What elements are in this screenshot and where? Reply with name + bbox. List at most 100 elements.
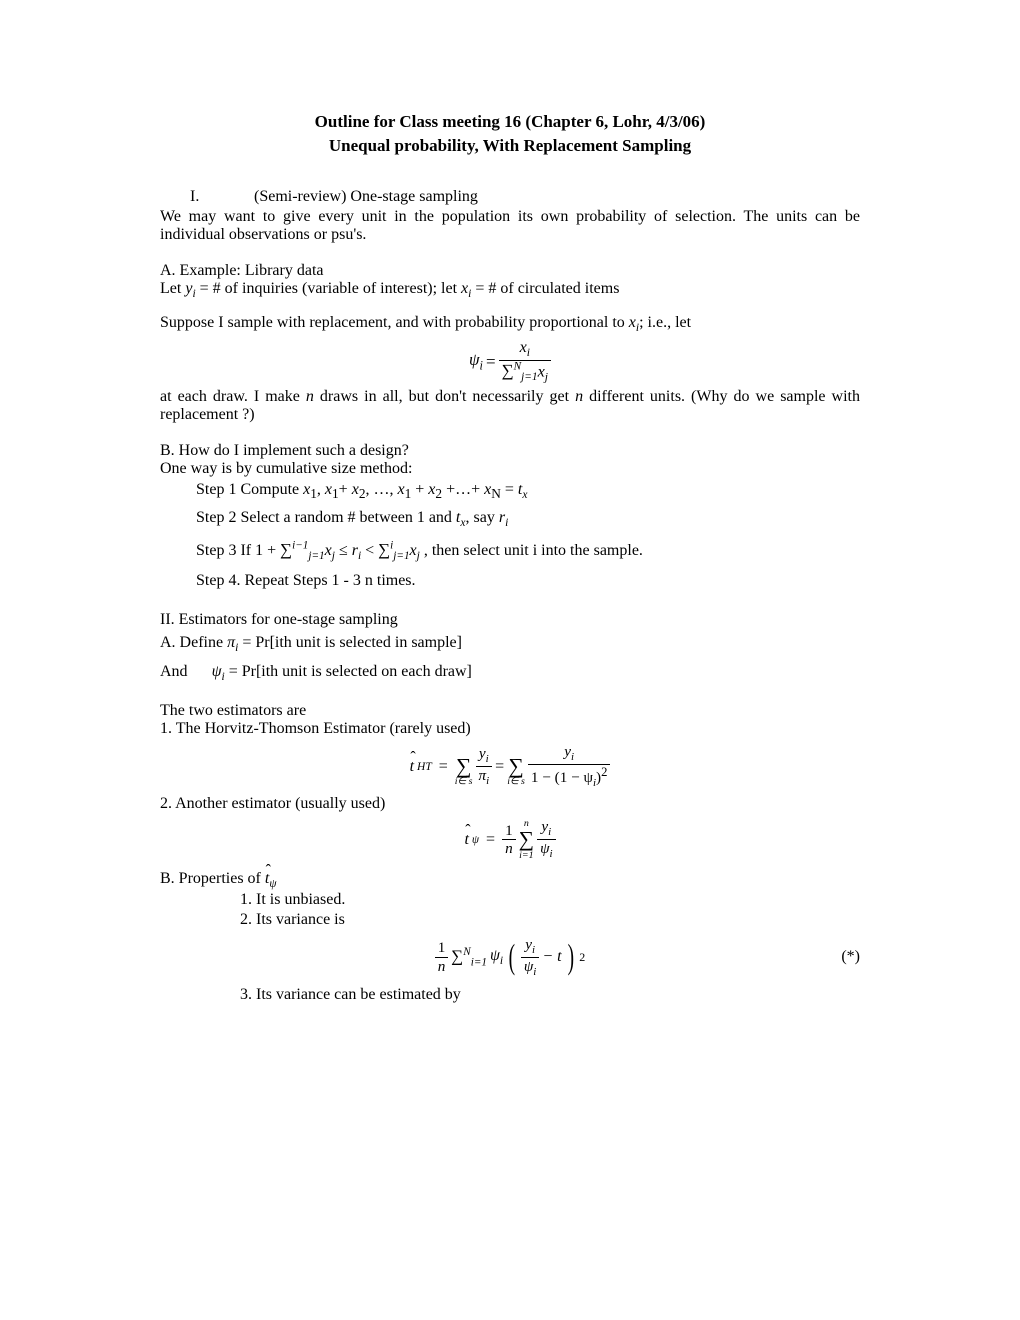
ht-sup: 2 bbox=[601, 765, 607, 779]
two-est-intro: The two estimators are bbox=[160, 702, 860, 720]
a-let-line: Let yi = # of inquiries (variable of int… bbox=[160, 280, 860, 300]
after-psi: at each draw. I make n draws in all, but… bbox=[160, 388, 860, 424]
a-heading: A. Example: Library data bbox=[160, 262, 860, 280]
step-2: Step 2 Select a random # between 1 and t… bbox=[196, 506, 860, 532]
suppose-post: ; i.e., let bbox=[639, 314, 691, 331]
ht-sub: HT bbox=[417, 761, 432, 773]
ht-num: y bbox=[479, 745, 486, 762]
tpsi-frac2: yi ψi bbox=[537, 819, 555, 860]
tpsi-sub: ψ bbox=[472, 834, 479, 846]
title-line-2: Unequal probability, With Replacement Sa… bbox=[329, 136, 691, 155]
step2-pre: Step 2 Select a random # between 1 and bbox=[196, 509, 456, 526]
that-psi: t bbox=[464, 831, 468, 849]
var-in-den: ψ bbox=[524, 958, 533, 975]
den-x: x bbox=[538, 363, 545, 380]
step1-pre: Step 1 Compute bbox=[196, 481, 303, 498]
sum-bot-j1: j=1 bbox=[521, 371, 537, 383]
after-mid: draws in all, but don't necessarily get bbox=[314, 388, 575, 405]
psi-frac: xi ∑Nj=1xj bbox=[499, 340, 551, 384]
step3-le: ≤ bbox=[339, 542, 352, 559]
eq-ht: tHT = ∑ i∈ s yi πi = ∑ i∈ s yi 1 − (1 − … bbox=[160, 744, 860, 789]
step3-lt: < bbox=[365, 542, 374, 559]
a-post: = Pr[ith unit is selected in sample] bbox=[238, 634, 462, 651]
document-page: Outline for Class meeting 16 (Chapter 6,… bbox=[0, 0, 1020, 1320]
den-xj: j bbox=[545, 370, 548, 383]
ht-num2: y bbox=[564, 743, 571, 760]
sum-ht-2: ∑ i∈ s bbox=[507, 746, 525, 787]
sum-sub-1: i∈ s bbox=[455, 777, 473, 787]
var-num: 1 bbox=[435, 940, 449, 957]
section-1: I. (Semi-review) One-stage sampling We m… bbox=[160, 188, 860, 244]
eq-tpsi: tψ = 1 n n ∑ i=1 yi ψi bbox=[160, 819, 860, 860]
var-den: n bbox=[435, 958, 449, 974]
prop-3-container: 3. Its variance can be estimated by bbox=[240, 986, 860, 1004]
bprops-pre: B. Properties of bbox=[160, 870, 265, 887]
step-1: Step 1 Compute x1, x1+ x2, …, x1 + x2 +…… bbox=[196, 478, 860, 504]
psi-lhs: ψi bbox=[469, 350, 483, 373]
var-sup: 2 bbox=[579, 950, 585, 965]
two-estimators: The two estimators are 1. The Horvitz-Th… bbox=[160, 702, 860, 738]
prop-1: 1. It is unbiased. bbox=[240, 891, 860, 909]
let-post: = # of circulated items bbox=[471, 280, 619, 297]
after-psi-text: at each draw. I make n draws in all, but… bbox=[160, 388, 860, 424]
step1-eq: = bbox=[501, 481, 518, 498]
frac1-num: 1 bbox=[502, 823, 516, 840]
yi-var: yi bbox=[185, 280, 195, 297]
sec2-heading: II. Estimators for one-stage sampling bbox=[160, 611, 860, 629]
step-3: Step 3 If 1 + ∑i−1j=1xj ≤ ri < ∑ij=1xj ,… bbox=[196, 535, 860, 567]
minus-t: − t bbox=[542, 948, 561, 966]
sec2-a: A. Define πi = Pr[ith unit is selected i… bbox=[160, 629, 860, 659]
var-sum-top: N bbox=[463, 946, 470, 958]
sec2-and: And ψi = Pr[ith unit is selected on each… bbox=[160, 658, 860, 688]
est-2: 2. Another estimator (usually used) bbox=[160, 795, 860, 813]
steps: Step 1 Compute x1, x1+ x2, …, x1 + x2 +…… bbox=[196, 478, 860, 593]
tpsi-den: ψ bbox=[540, 840, 549, 857]
section-a: A. Example: Library data Let yi = # of i… bbox=[160, 262, 860, 300]
var-frac1: 1 n bbox=[435, 940, 449, 973]
after-pre: at each draw. I make bbox=[160, 388, 306, 405]
page-title: Outline for Class meeting 16 (Chapter 6,… bbox=[160, 110, 860, 158]
ht-den2a: 1 − (1 − ψ bbox=[531, 769, 593, 786]
ht-frac-2: yi 1 − (1 − ψi)2 bbox=[528, 744, 611, 789]
frac1-den: n bbox=[502, 840, 516, 856]
suppose-pre: Suppose I sample with replacement, and w… bbox=[160, 314, 629, 331]
let-mid: = # of inquiries (variable of interest);… bbox=[196, 280, 461, 297]
sum-tpsi: n ∑ i=1 bbox=[519, 819, 534, 860]
prop-2: 2. Its variance is bbox=[240, 911, 860, 929]
and-post: = Pr[ith unit is selected on each draw] bbox=[225, 663, 472, 680]
step-4: Step 4. Repeat Steps 1 - 3 n times. bbox=[196, 569, 860, 593]
section-2: II. Estimators for one-stage sampling A.… bbox=[160, 611, 860, 689]
eq-psi: ψi = xi ∑Nj=1xj bbox=[160, 340, 860, 384]
step3-pre: Step 3 If bbox=[196, 542, 255, 559]
var-sum-bot: i=1 bbox=[471, 956, 487, 968]
psi-sym: ψ bbox=[469, 350, 480, 369]
n-var-1: n bbox=[306, 388, 314, 405]
ht-frac-1: yi πi bbox=[476, 746, 493, 787]
var-in-num: y bbox=[525, 936, 532, 953]
star-label: (*) bbox=[841, 948, 860, 966]
eq-sign: = bbox=[486, 352, 496, 372]
tpsi-frac1: 1 n bbox=[502, 823, 516, 856]
b-heading: B. How do I implement such a design? bbox=[160, 442, 860, 460]
that-ht: t bbox=[410, 758, 414, 776]
n-var-2: n bbox=[575, 388, 583, 405]
heading-1-text: (Semi-review) One-stage sampling bbox=[254, 188, 478, 205]
prop-3: 3. Its variance can be estimated by bbox=[240, 986, 860, 1004]
suppose-text: Suppose I sample with replacement, and w… bbox=[160, 314, 860, 334]
sum-bot-i1: i=1 bbox=[519, 851, 534, 861]
psi-num-x: x bbox=[520, 339, 527, 356]
eq-variance: 1 n ∑Ni=1 ψi ( yi ψi − t )2 (*) bbox=[160, 937, 860, 978]
xi-var: xi bbox=[461, 280, 471, 297]
var-psi: ψ bbox=[490, 947, 500, 964]
step2-mid: , say bbox=[466, 509, 499, 526]
xi-var-2: xi bbox=[629, 314, 639, 331]
roman-1: I. bbox=[190, 188, 250, 206]
b-intro: One way is by cumulative size method: bbox=[160, 460, 860, 478]
suppose-block: Suppose I sample with replacement, and w… bbox=[160, 314, 860, 334]
var-inner-frac: yi ψi bbox=[521, 937, 539, 978]
props-list: 1. It is unbiased. 2. Its variance is bbox=[240, 891, 860, 929]
sum-sub-2: i∈ s bbox=[507, 777, 525, 787]
a-pre: A. Define bbox=[160, 634, 227, 651]
step3-post: , then select unit i into the sample. bbox=[424, 542, 643, 559]
section-1-body: We may want to give every unit in the po… bbox=[160, 208, 860, 244]
